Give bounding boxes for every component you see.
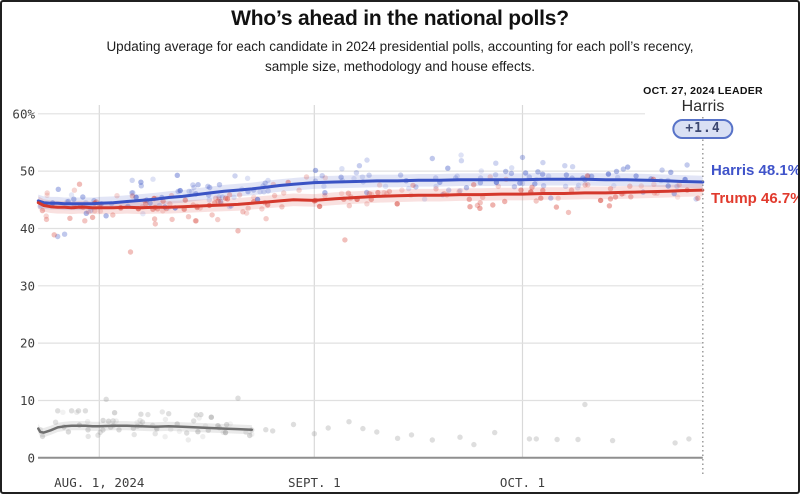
harris-end-label: Harris 48.1%: [711, 162, 800, 179]
kennedy-trend-line: [37, 424, 254, 434]
page-title: Who’s ahead in the national polls?: [231, 7, 569, 30]
y-axis-tick-label: 0: [27, 450, 35, 465]
leader-date-label: OCT. 27, 2024 LEADER: [643, 85, 763, 97]
y-axis-tick-label: 10: [20, 393, 35, 408]
y-axis-tick-label: 60%: [12, 106, 35, 121]
x-axis-tick-label: SEPT. 1: [288, 475, 341, 490]
subtitle-line-1: Updating average for each candidate in 2…: [106, 39, 694, 54]
trump-end-label: Trump 46.7%: [711, 190, 800, 207]
y-axis-tick-label: 40: [20, 221, 35, 236]
leader-margin-badge: +1.4: [672, 119, 734, 139]
subtitle-line-2: sample size, methodology and house effec…: [265, 59, 535, 74]
trump-trend-line: [36, 188, 705, 210]
kennedy-poll-dots: [37, 395, 255, 443]
harris-uncertainty-band: [38, 172, 703, 211]
y-axis-tick-label: 30: [20, 278, 35, 293]
x-axis-tick-label: AUG. 1, 2024: [54, 475, 144, 490]
y-axis-tick-label: 50: [20, 164, 35, 179]
x-gridlines: [98, 105, 524, 458]
kennedy-poll-dots: [263, 401, 692, 448]
x-axis-tick-label: OCT. 1: [500, 475, 545, 490]
y-gridlines: [38, 113, 703, 402]
leader-name: Harris: [681, 98, 725, 115]
axis-labels: 60% 50 40 30 20 10 0 AUG. 1, 2024 SEPT. 1 OCT. 1: [12, 106, 545, 490]
harris-trend-line: [36, 177, 705, 206]
y-axis-tick-label: 20: [20, 336, 35, 351]
